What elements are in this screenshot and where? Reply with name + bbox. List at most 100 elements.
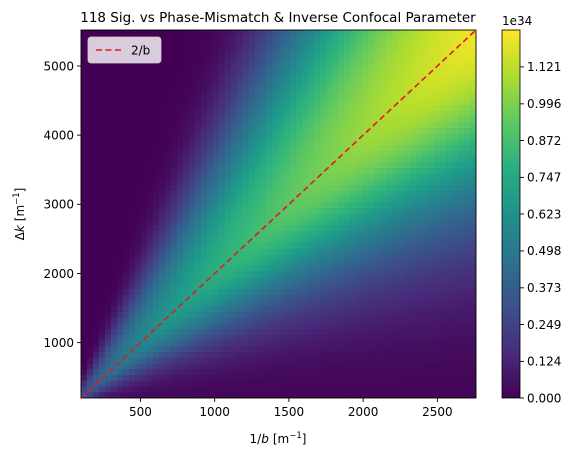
heatmap-cell [428, 110, 435, 117]
heatmap-cell [248, 173, 256, 181]
heatmap-cell [284, 173, 292, 181]
heatmap-cell [452, 288, 459, 296]
heatmap-cell [206, 283, 214, 290]
heatmap-cell [188, 87, 196, 94]
heatmap-cell [92, 76, 100, 83]
heatmap-cell [428, 242, 435, 250]
heatmap-cell [266, 260, 274, 267]
heatmap-cell [134, 196, 142, 204]
heatmap-cell [374, 185, 381, 192]
heatmap-cell [170, 122, 178, 129]
heatmap-cell [464, 352, 471, 359]
heatmap-cell [206, 340, 214, 347]
heatmap-cell [314, 294, 321, 301]
heatmap-cell [92, 70, 100, 77]
heatmap-cell [416, 64, 423, 71]
heatmap-cell [458, 30, 465, 37]
heatmap-cell [242, 323, 250, 330]
heatmap-cell [188, 35, 196, 43]
heatmap-cell [224, 363, 232, 370]
heatmap-cell [104, 208, 112, 215]
heatmap-cell [122, 260, 130, 267]
heatmap-cell [272, 248, 280, 255]
heatmap-cell [380, 300, 387, 307]
heatmap-cell [200, 346, 208, 353]
heatmap-cell [242, 294, 250, 301]
heatmap-cell [314, 70, 321, 77]
heatmap-cell [392, 248, 399, 255]
heatmap-cell [146, 346, 154, 353]
heatmap-cell [146, 219, 154, 227]
heatmap-cell [458, 99, 465, 106]
heatmap-cell [110, 179, 118, 186]
heatmap-cell [320, 162, 327, 169]
heatmap-cell [422, 317, 429, 324]
heatmap-cell [200, 81, 208, 89]
heatmap-cell [140, 110, 148, 117]
heatmap-cell [110, 156, 118, 163]
heatmap-cell [470, 294, 476, 301]
colorbar-tick-label: 0.000 [527, 391, 561, 405]
heatmap-cell [314, 122, 321, 129]
heatmap-cell [260, 260, 268, 267]
heatmap-cell [398, 70, 405, 77]
heatmap-cell [434, 30, 441, 37]
heatmap-cell [218, 81, 226, 89]
heatmap-cell [242, 340, 250, 347]
heatmap-cell [242, 231, 250, 238]
heatmap-cell [98, 357, 106, 365]
heatmap-cell [434, 58, 441, 66]
heatmap-cell [350, 156, 357, 163]
heatmap-cell [158, 375, 166, 382]
heatmap-cell [284, 70, 292, 77]
heatmap-cell [332, 139, 339, 146]
heatmap-cell [86, 375, 94, 382]
heatmap-cell [428, 283, 435, 290]
heatmap-cell [98, 300, 106, 307]
heatmap-cell [308, 231, 315, 238]
heatmap-cell [230, 41, 238, 48]
heatmap-cell [398, 329, 405, 336]
heatmap-cell [128, 162, 136, 169]
heatmap-cell [140, 81, 148, 89]
heatmap-cell [122, 202, 130, 209]
heatmap-cell [116, 231, 124, 238]
heatmap-cell [110, 311, 118, 319]
heatmap-cell [242, 214, 250, 221]
heatmap-cell [410, 173, 417, 181]
heatmap-cell [326, 329, 333, 336]
heatmap-cell [356, 47, 363, 54]
heatmap-cell [344, 323, 351, 330]
heatmap-cell [326, 133, 333, 140]
heatmap-cell [116, 127, 124, 135]
x-axis-label-close: ] [302, 432, 307, 446]
heatmap-cell [134, 168, 142, 175]
heatmap-cell [122, 277, 130, 284]
heatmap-cell [458, 219, 465, 227]
heatmap-cell [206, 208, 214, 215]
heatmap-cell [302, 242, 310, 250]
heatmap-cell [470, 311, 476, 319]
heatmap-cell [146, 300, 154, 307]
heatmap-cell [128, 81, 136, 89]
heatmap-cell [242, 150, 250, 158]
heatmap-cell [248, 35, 256, 43]
heatmap-cell [350, 202, 357, 209]
heatmap-cell [164, 35, 172, 43]
heatmap-cell [362, 41, 369, 48]
heatmap-cell [266, 248, 274, 255]
heatmap-cell [452, 156, 459, 163]
heatmap-cell [81, 380, 88, 388]
heatmap-cell [164, 392, 172, 398]
heatmap-cell [440, 145, 447, 152]
heatmap-cell [446, 191, 453, 198]
heatmap-cell [410, 334, 417, 342]
heatmap-cell [422, 242, 429, 250]
heatmap-cell [380, 242, 387, 250]
heatmap-cell [410, 35, 417, 43]
heatmap-cell [284, 219, 292, 227]
heatmap-cell [272, 380, 280, 388]
heatmap-cell [440, 369, 447, 376]
heatmap-cell [260, 254, 268, 261]
heatmap-cell [254, 300, 262, 307]
